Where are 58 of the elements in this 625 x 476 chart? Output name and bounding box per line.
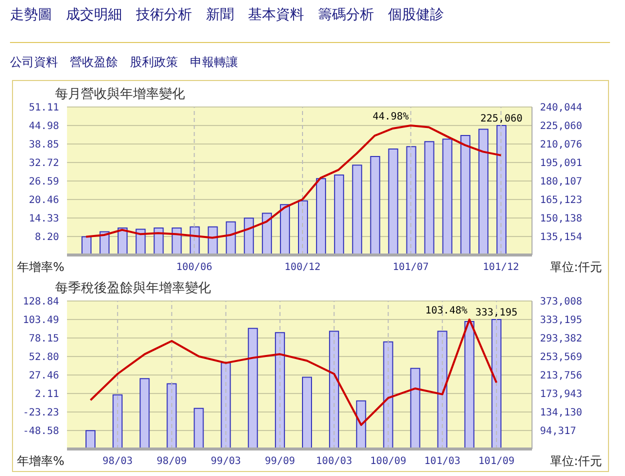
chart-title: 每月營收與年增率變化 xyxy=(55,86,185,103)
x-tick-label: 101/07 xyxy=(392,262,429,274)
y2-tick-label: 135,154 xyxy=(540,232,582,244)
y2-tick-label: 195,091 xyxy=(540,158,582,170)
data-label: 103.48% xyxy=(425,306,468,317)
line-series xyxy=(90,318,498,426)
y2-tick-label: 134,130 xyxy=(540,408,582,419)
y2-tick-label: 225,060 xyxy=(540,121,582,132)
y2-tick-label: 240,044 xyxy=(540,102,582,114)
y-tick-label: 20.46 xyxy=(28,195,59,206)
y-tick-label: -23.23 xyxy=(22,408,59,419)
x-tick-label: 101/03 xyxy=(424,456,460,468)
y-tick-label: -48.58 xyxy=(22,426,59,438)
data-label: 333,195 xyxy=(475,308,518,318)
x-tick-label: 100/09 xyxy=(370,456,406,468)
y2-tick-label: 210,076 xyxy=(540,140,582,151)
x-tick-label: 100/12 xyxy=(284,262,321,274)
x-tick-label: 99/09 xyxy=(264,456,296,468)
y2-tick-label: 373,008 xyxy=(540,296,582,308)
text: 公司資料 營收盈餘 股利政策 申報轉讓 xyxy=(10,54,238,71)
x-tick-label: 99/03 xyxy=(210,456,241,468)
y2-tick-label: 293,382 xyxy=(540,334,582,345)
y-tick-label: 27.46 xyxy=(28,370,59,382)
y-tick-label: 128.84 xyxy=(22,296,59,308)
data-label: 225,060 xyxy=(480,114,523,124)
line-series xyxy=(85,124,502,239)
y-axis-title: 年增率% xyxy=(17,453,64,470)
y-tick-label: 44.98 xyxy=(28,121,59,132)
x-tick-label: 101/12 xyxy=(482,262,520,274)
y-tick-label: 38.85 xyxy=(28,140,59,151)
y-tick-label: 51.11 xyxy=(28,102,59,114)
chart-title: 每季稅後盈餘與年增率變化 xyxy=(55,280,211,297)
y2-axis-title: 單位:仟元 xyxy=(550,453,602,470)
x-tick-label: 100/06 xyxy=(176,262,212,274)
y-tick-label: 14.33 xyxy=(28,214,59,225)
y-tick-label: 78.15 xyxy=(28,334,59,345)
y2-tick-label: 150,138 xyxy=(540,214,582,225)
y-axis-title: 年增率% xyxy=(17,259,64,276)
x-tick-label: 98/09 xyxy=(156,456,187,468)
y-tick-label: 26.59 xyxy=(28,176,59,188)
y-tick-label: 52.80 xyxy=(28,352,59,364)
data-label: 44.98% xyxy=(372,112,409,122)
y-tick-label: 32.72 xyxy=(28,158,59,170)
y2-tick-label: 213,756 xyxy=(540,370,582,382)
y-tick-label: 103.49 xyxy=(22,315,59,326)
y2-tick-label: 180,107 xyxy=(540,176,582,188)
x-tick-label: 101/09 xyxy=(478,456,515,468)
x-tick-label: 98/03 xyxy=(102,456,133,468)
x-tick-label: 100/03 xyxy=(316,456,352,468)
y2-tick-label: 333,195 xyxy=(540,315,582,326)
y2-tick-label: 253,569 xyxy=(540,352,582,364)
y-tick-label: 8.20 xyxy=(34,232,59,244)
y2-tick-label: 165,123 xyxy=(540,195,582,206)
y2-tick-label: 94,317 xyxy=(540,426,576,438)
text: 走勢圖 成交明細 技術分析 新聞 基本資料 籌碼分析 個股健診 xyxy=(10,6,444,24)
y2-axis-title: 單位:仟元 xyxy=(550,259,602,276)
y-tick-label: 2.11 xyxy=(34,389,59,400)
y2-tick-label: 173,943 xyxy=(540,389,582,400)
